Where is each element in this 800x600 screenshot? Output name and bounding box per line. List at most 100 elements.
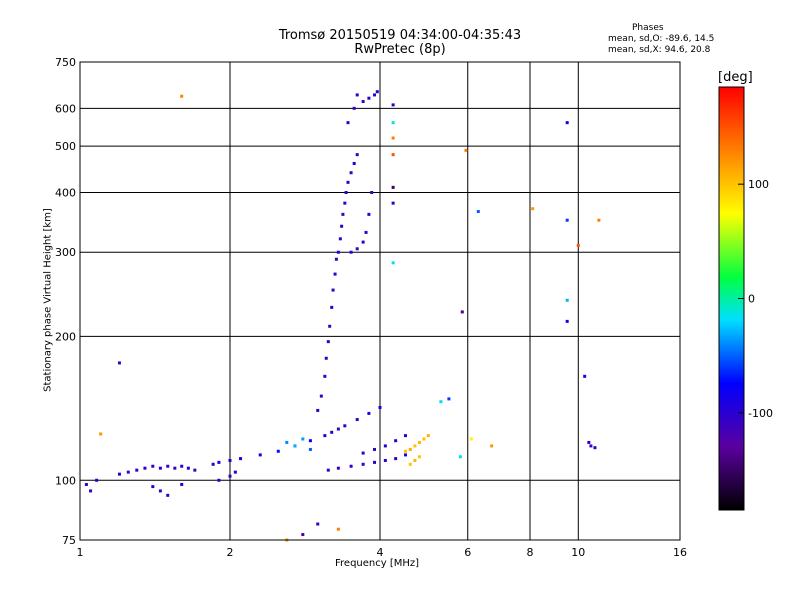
- data-point: [394, 439, 398, 443]
- data-point: [316, 408, 320, 412]
- data-point: [531, 207, 535, 211]
- data-point: [565, 218, 569, 222]
- data-point: [336, 427, 340, 431]
- data-point: [367, 96, 371, 100]
- data-point: [233, 470, 237, 474]
- phases-o-stats: mean, sd,O: -89.6, 14.5: [608, 34, 715, 44]
- data-point: [186, 466, 190, 470]
- y-tick-label: 600: [55, 102, 76, 115]
- data-point: [228, 474, 232, 478]
- data-point: [367, 411, 371, 415]
- data-point: [391, 153, 395, 157]
- data-point: [301, 533, 305, 537]
- data-point: [126, 470, 130, 474]
- data-point: [285, 440, 289, 444]
- data-point: [316, 522, 320, 526]
- data-point: [99, 432, 103, 436]
- data-point: [355, 93, 359, 97]
- data-point: [460, 310, 464, 314]
- y-tick-label: 500: [55, 140, 76, 153]
- data-point: [343, 201, 347, 205]
- data-point: [258, 453, 262, 457]
- y-tick-label: 400: [55, 186, 76, 199]
- data-point: [417, 455, 421, 459]
- data-point: [373, 460, 377, 464]
- y-ticks: 75 100 200 300 400 500 600 750: [55, 56, 76, 547]
- y-tick-label: 100: [55, 474, 76, 487]
- data-point: [349, 250, 353, 254]
- data-point: [373, 93, 377, 97]
- data-point: [408, 462, 412, 466]
- data-point: [426, 434, 430, 438]
- data-point: [565, 319, 569, 323]
- data-point: [403, 434, 407, 438]
- data-point: [370, 190, 374, 194]
- data-point: [469, 437, 473, 441]
- data-point: [338, 237, 342, 241]
- data-point: [464, 148, 468, 152]
- plot-frame: [79, 61, 681, 541]
- x-axis-label: Frequency [MHz]: [335, 558, 420, 569]
- data-point: [323, 374, 327, 378]
- data-point: [336, 527, 340, 531]
- data-point: [151, 464, 155, 468]
- data-point: [391, 201, 395, 205]
- data-point: [597, 218, 601, 222]
- data-point: [135, 468, 139, 472]
- data-point: [158, 466, 162, 470]
- data-point: [166, 493, 170, 497]
- data-point: [326, 468, 330, 472]
- data-point: [143, 466, 147, 470]
- y-tick-label: 750: [55, 56, 76, 69]
- x-tick-label: 6: [464, 546, 471, 559]
- chart-title: Tromsø 20150519 04:34:00-04:35:43: [278, 28, 522, 43]
- phases-x-stats: mean, sd,X: 94.6, 20.8: [608, 45, 711, 55]
- data-point: [458, 455, 462, 459]
- data-point: [89, 489, 93, 493]
- data-point: [323, 434, 327, 438]
- data-point: [391, 121, 395, 125]
- y-tick-label: 75: [62, 534, 76, 547]
- data-point: [565, 298, 569, 302]
- data-point: [383, 458, 387, 462]
- data-point: [417, 440, 421, 444]
- data-point: [476, 210, 480, 214]
- data-point: [333, 272, 337, 276]
- data-point: [355, 153, 359, 157]
- data-point: [391, 136, 395, 140]
- data-point: [211, 462, 215, 466]
- data-point: [364, 230, 368, 234]
- data-point: [352, 161, 356, 165]
- data-point: [408, 447, 412, 451]
- data-point: [391, 261, 395, 265]
- data-point: [84, 482, 88, 486]
- data-point: [239, 457, 243, 461]
- data-point: [301, 437, 305, 441]
- data-point: [158, 489, 162, 493]
- data-point: [593, 446, 597, 450]
- chart-subtitle: RwPretec (8p): [354, 42, 446, 57]
- data-point: [361, 240, 365, 244]
- data-point: [180, 482, 184, 486]
- data-point: [228, 458, 232, 462]
- data-point: [173, 466, 177, 470]
- colorbar-tick-label: 100: [748, 178, 769, 191]
- data-point: [394, 457, 398, 461]
- y-tick-label: 200: [55, 330, 76, 343]
- data-point: [308, 439, 312, 443]
- data-point: [587, 440, 591, 444]
- data-point: [391, 185, 395, 189]
- data-point: [151, 485, 155, 489]
- data-point: [361, 451, 365, 455]
- data-point: [352, 106, 356, 110]
- data-point: [391, 103, 395, 107]
- data-point: [330, 305, 334, 309]
- data-point: [413, 444, 417, 448]
- data-point: [355, 247, 359, 251]
- data-point: [117, 361, 121, 365]
- data-point: [166, 464, 170, 468]
- data-point: [308, 447, 312, 451]
- data-point: [324, 356, 328, 360]
- data-point: [180, 464, 184, 468]
